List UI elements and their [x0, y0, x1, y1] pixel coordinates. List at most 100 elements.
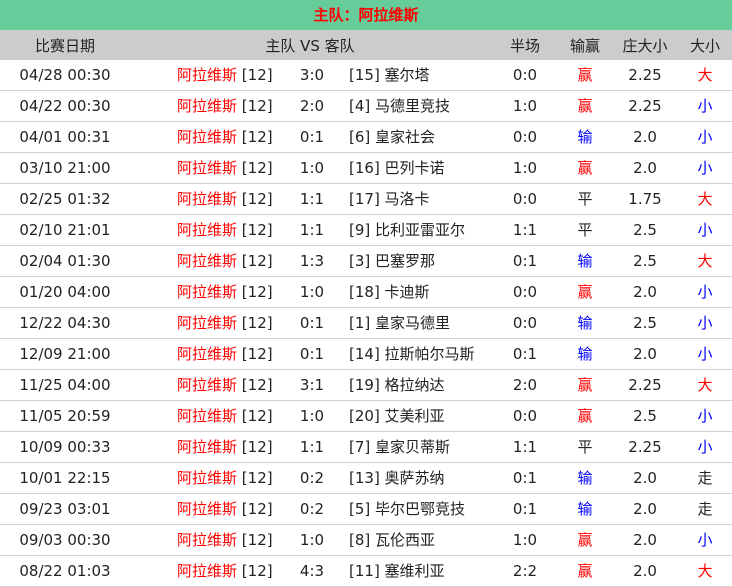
table-row: 11/25 04:00 阿拉维斯 [12] 3:1 [19] 格拉纳达 2:0 …	[0, 370, 732, 401]
ou-result: 小	[697, 159, 713, 177]
full-score: 1:0	[299, 159, 325, 177]
away-team[interactable]: [3] 巴塞罗那	[349, 252, 436, 270]
home-team[interactable]: 阿拉维斯 [12]	[177, 370, 273, 400]
header-date: 比赛日期	[34, 37, 95, 55]
table-row: 12/09 21:00 阿拉维斯 [12] 0:1 [14] 拉斯帕尔马斯 0:…	[0, 339, 732, 370]
header-dx: 大小	[689, 37, 720, 55]
home-rank: [12]	[241, 438, 273, 456]
away-team[interactable]: [4] 马德里竞技	[349, 97, 451, 115]
half-score: 1:1	[512, 438, 538, 456]
match-date: 02/04 01:30	[19, 252, 111, 270]
result: 赢	[577, 283, 593, 301]
away-team[interactable]: [1] 皇家马德里	[349, 314, 451, 332]
away-team[interactable]: [20] 艾美利亚	[349, 407, 445, 425]
home-team-name[interactable]: 阿拉维斯	[177, 221, 238, 239]
home-team-name[interactable]: 阿拉维斯	[177, 314, 238, 332]
home-team-name[interactable]: 阿拉维斯	[177, 66, 238, 84]
home-team[interactable]: 阿拉维斯 [12]	[177, 277, 273, 307]
ou-line: 2.0	[633, 159, 657, 177]
away-team[interactable]: [6] 皇家社会	[349, 128, 436, 146]
result: 平	[577, 190, 593, 208]
table-row: 12/22 04:30 阿拉维斯 [12] 0:1 [1] 皇家马德里 0:0 …	[0, 308, 732, 339]
away-team[interactable]: [19] 格拉纳达	[349, 376, 445, 394]
ou-line: 2.5	[633, 314, 657, 332]
away-team[interactable]: [13] 奥萨苏纳	[349, 469, 445, 487]
match-date: 01/20 04:00	[19, 283, 111, 301]
home-team[interactable]: 阿拉维斯 [12]	[177, 91, 273, 121]
match-list: 04/28 00:30 阿拉维斯 [12] 3:0 [15] 塞尔塔 0:0 赢…	[0, 60, 732, 587]
full-score: 1:0	[299, 283, 325, 301]
full-score: 0:1	[299, 314, 325, 332]
home-team[interactable]: 阿拉维斯 [12]	[177, 494, 273, 524]
home-team[interactable]: 阿拉维斯 [12]	[177, 308, 273, 338]
home-team-name[interactable]: 阿拉维斯	[177, 562, 238, 580]
home-team[interactable]: 阿拉维斯 [12]	[177, 60, 273, 90]
ou-line: 2.0	[633, 500, 657, 518]
home-rank: [12]	[241, 469, 273, 487]
ou-result: 小	[697, 128, 713, 146]
ou-result: 小	[697, 221, 713, 239]
home-team[interactable]: 阿拉维斯 [12]	[177, 463, 273, 493]
home-team-name[interactable]: 阿拉维斯	[177, 407, 238, 425]
match-date: 03/10 21:00	[19, 159, 111, 177]
home-team[interactable]: 阿拉维斯 [12]	[177, 556, 273, 586]
half-score: 0:1	[512, 252, 538, 270]
ou-line: 2.0	[633, 531, 657, 549]
away-team[interactable]: [8] 瓦伦西亚	[349, 531, 436, 549]
home-team-name[interactable]: 阿拉维斯	[177, 283, 238, 301]
home-team[interactable]: 阿拉维斯 [12]	[177, 401, 273, 431]
away-team[interactable]: [7] 皇家贝蒂斯	[349, 438, 451, 456]
home-team[interactable]: 阿拉维斯 [12]	[177, 525, 273, 555]
full-score: 0:1	[299, 345, 325, 363]
match-date: 11/05 20:59	[19, 407, 111, 425]
table-row: 04/01 00:31 阿拉维斯 [12] 0:1 [6] 皇家社会 0:0 输…	[0, 122, 732, 153]
away-team[interactable]: [15] 塞尔塔	[349, 66, 430, 84]
home-team-name[interactable]: 阿拉维斯	[177, 500, 238, 518]
home-team-name[interactable]: 阿拉维斯	[177, 97, 238, 115]
ou-result: 大	[697, 376, 713, 394]
away-team[interactable]: [14] 拉斯帕尔马斯	[349, 345, 475, 363]
ou-line: 2.25	[628, 438, 662, 456]
away-team[interactable]: [18] 卡迪斯	[349, 283, 430, 301]
ou-result: 大	[697, 190, 713, 208]
home-team[interactable]: 阿拉维斯 [12]	[177, 122, 273, 152]
home-team[interactable]: 阿拉维斯 [12]	[177, 432, 273, 462]
home-team[interactable]: 阿拉维斯 [12]	[177, 184, 273, 214]
home-rank: [12]	[241, 221, 273, 239]
full-score: 0:1	[299, 128, 325, 146]
table-row: 02/10 21:01 阿拉维斯 [12] 1:1 [9] 比利亚雷亚尔 1:1…	[0, 215, 732, 246]
match-date: 09/23 03:01	[19, 500, 111, 518]
half-score: 0:1	[512, 500, 538, 518]
away-team[interactable]: [11] 塞维利亚	[349, 562, 445, 580]
result: 输	[577, 500, 593, 518]
home-team[interactable]: 阿拉维斯 [12]	[177, 215, 273, 245]
home-team-name[interactable]: 阿拉维斯	[177, 159, 238, 177]
away-team[interactable]: [5] 毕尔巴鄂竞技	[349, 500, 466, 518]
table-row: 04/22 00:30 阿拉维斯 [12] 2:0 [4] 马德里竞技 1:0 …	[0, 91, 732, 122]
ou-line: 2.5	[633, 407, 657, 425]
home-team-name[interactable]: 阿拉维斯	[177, 438, 238, 456]
home-team-name[interactable]: 阿拉维斯	[177, 128, 238, 146]
home-team-name[interactable]: 阿拉维斯	[177, 469, 238, 487]
home-rank: [12]	[241, 252, 273, 270]
away-team[interactable]: [17] 马洛卡	[349, 190, 430, 208]
home-rank: [12]	[241, 376, 273, 394]
away-team[interactable]: [9] 比利亚雷亚尔	[349, 221, 466, 239]
table-row: 03/10 21:00 阿拉维斯 [12] 1:0 [16] 巴列卡诺 1:0 …	[0, 153, 732, 184]
home-team[interactable]: 阿拉维斯 [12]	[177, 339, 273, 369]
away-team[interactable]: [16] 巴列卡诺	[349, 159, 445, 177]
table-row: 01/20 04:00 阿拉维斯 [12] 1:0 [18] 卡迪斯 0:0 赢…	[0, 277, 732, 308]
home-team-name[interactable]: 阿拉维斯	[177, 376, 238, 394]
table-row: 08/22 01:03 阿拉维斯 [12] 4:3 [11] 塞维利亚 2:2 …	[0, 556, 732, 587]
home-team-name[interactable]: 阿拉维斯	[177, 345, 238, 363]
home-team[interactable]: 阿拉维斯 [12]	[177, 153, 273, 183]
ou-result: 小	[697, 283, 713, 301]
home-team-name[interactable]: 阿拉维斯	[177, 190, 238, 208]
home-team-name[interactable]: 阿拉维斯	[177, 252, 238, 270]
home-team-name[interactable]: 阿拉维斯	[177, 531, 238, 549]
result: 赢	[577, 97, 593, 115]
match-date: 10/09 00:33	[19, 438, 111, 456]
home-team[interactable]: 阿拉维斯 [12]	[177, 246, 273, 276]
match-date: 09/03 00:30	[19, 531, 111, 549]
match-date: 10/01 22:15	[19, 469, 111, 487]
